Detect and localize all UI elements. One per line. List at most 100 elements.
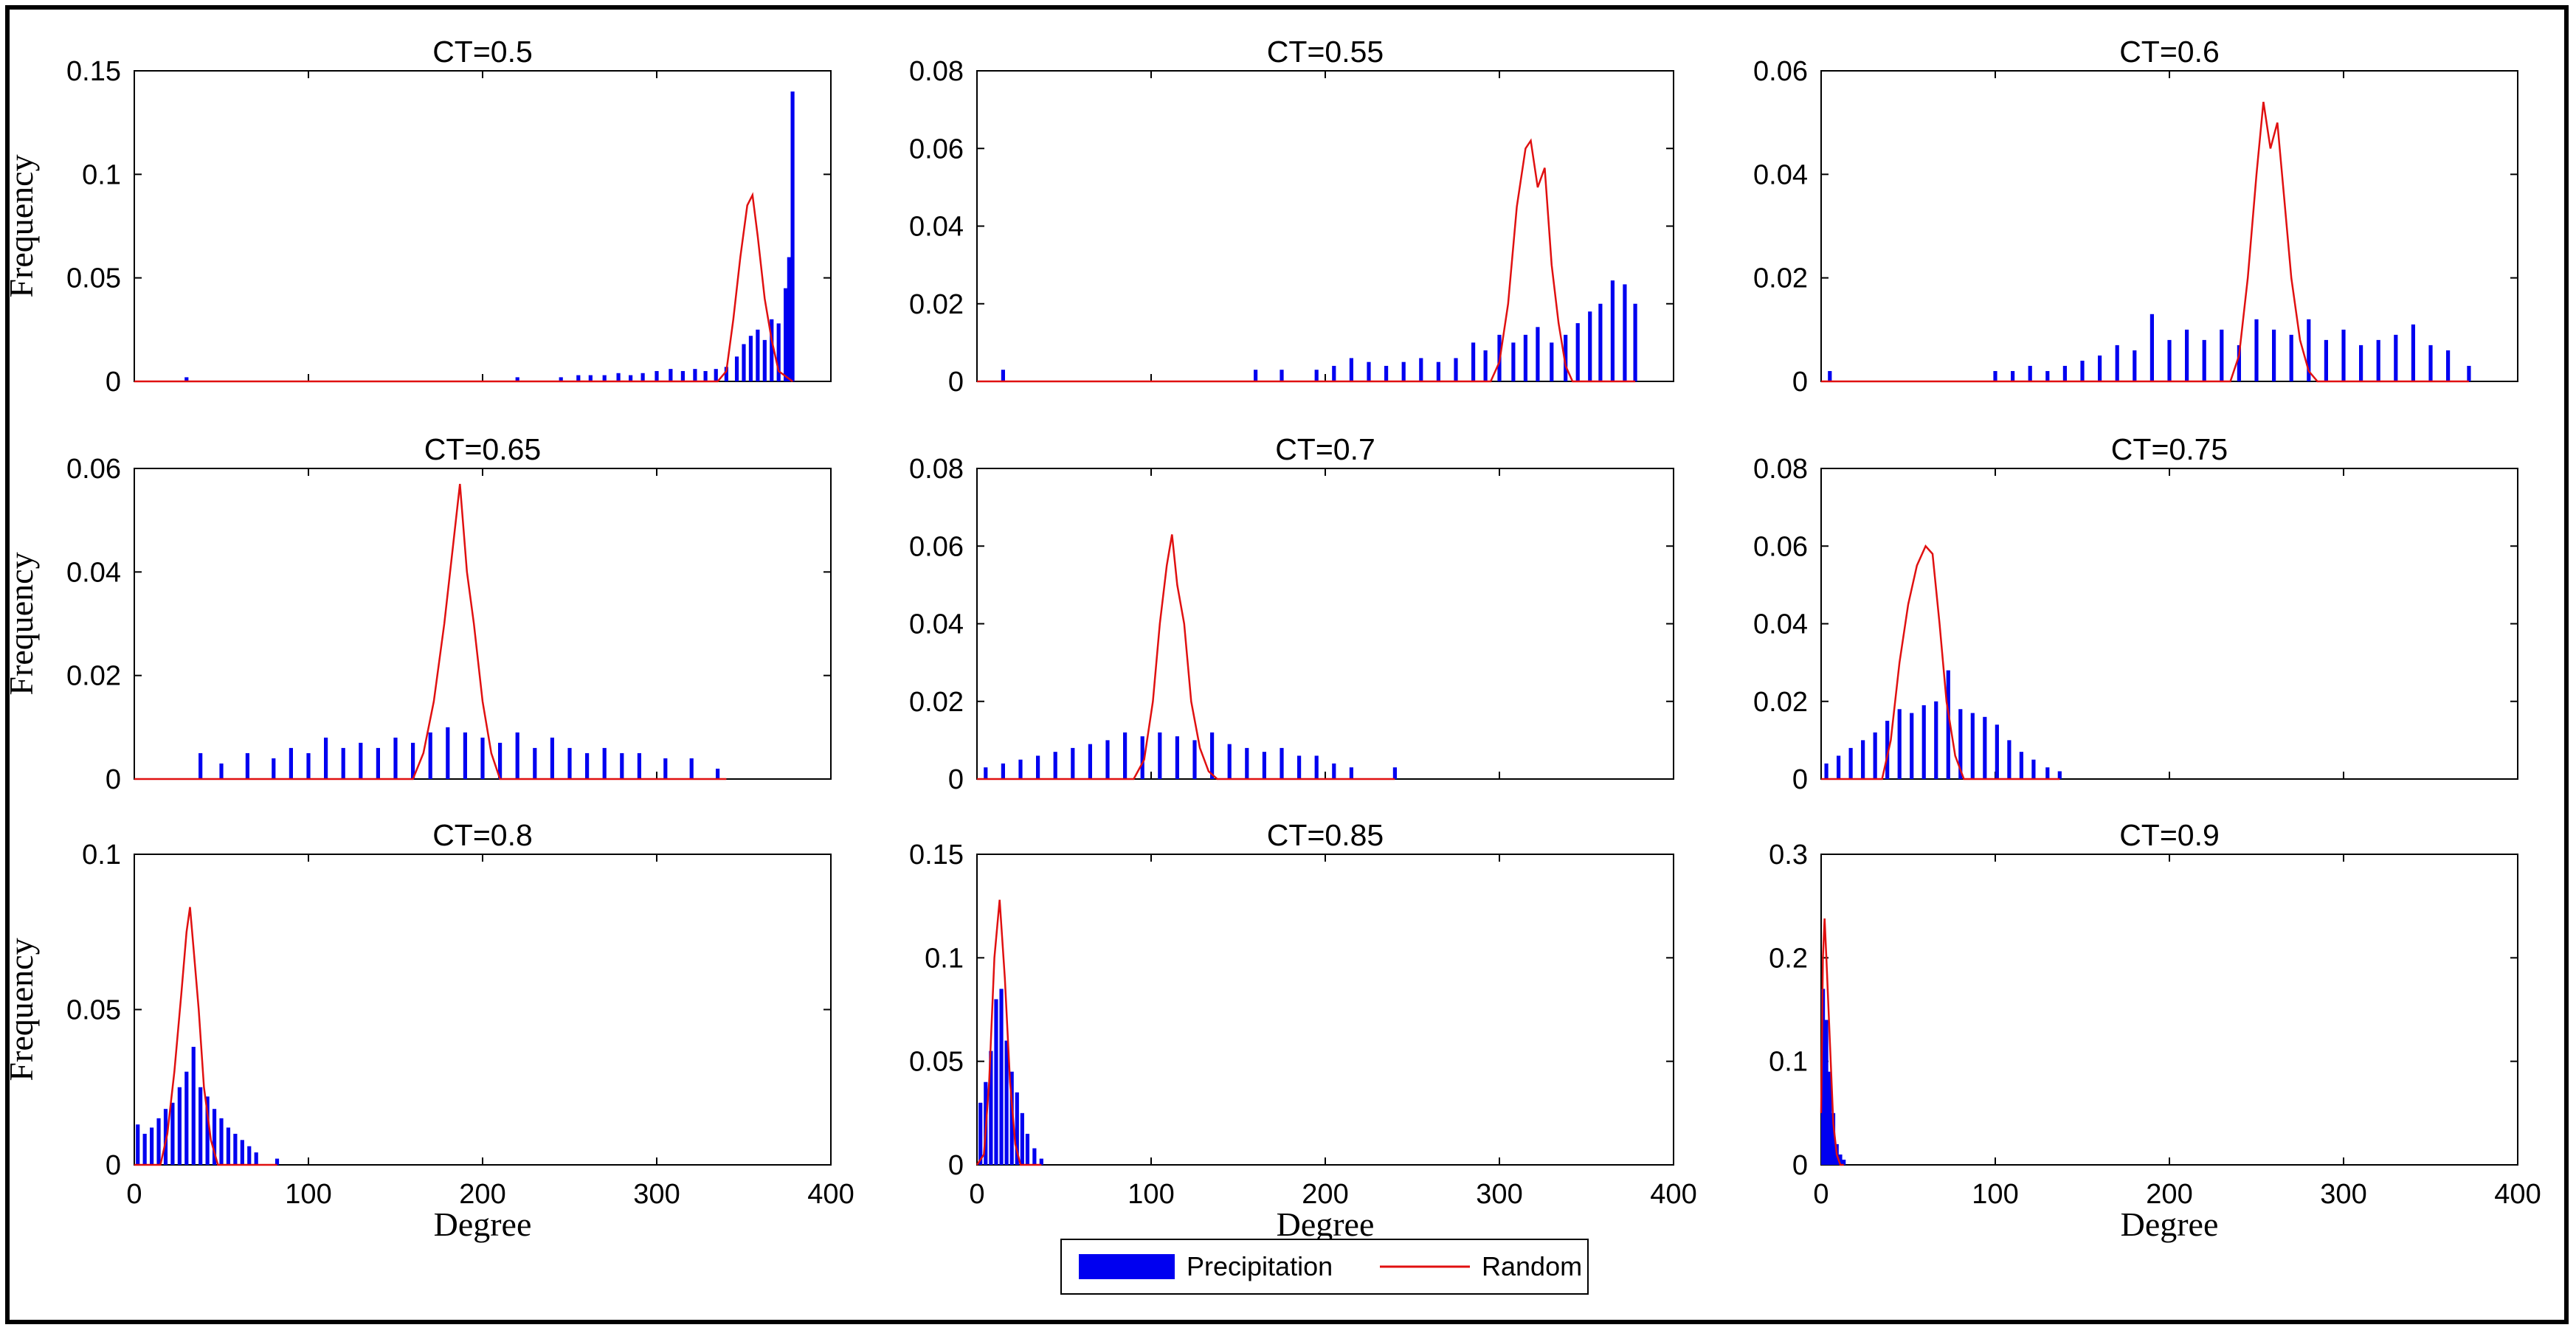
random-line — [977, 138, 1636, 383]
panel-2: CT=0.55 0 0.02 0.04 0.06 0.08 — [909, 35, 1674, 398]
panel-title: CT=0.7 — [1275, 432, 1375, 466]
x-tick-label: 300 — [633, 1179, 680, 1210]
precipitation-bar — [411, 742, 415, 779]
precipitation-bar — [1821, 989, 1826, 1165]
y-tick-label: 0.05 — [66, 995, 121, 1026]
y-tick-label: 0 — [948, 1150, 964, 1181]
precipitation-bar — [1140, 736, 1144, 779]
y-tick-label: 0.02 — [909, 289, 964, 320]
x-tick-label: 300 — [1476, 1179, 1522, 1210]
precipitation-bar — [716, 768, 720, 779]
precipitation-bar — [790, 91, 795, 382]
x-tick-label: 0 — [126, 1179, 142, 1210]
precipitation-bar — [1039, 1158, 1043, 1165]
random-line — [134, 907, 277, 1166]
precipitation-bar — [1848, 747, 1853, 779]
y-tick-label: 0.08 — [909, 56, 964, 87]
panel-title: CT=0.6 — [2119, 35, 2220, 69]
y-tick-label: 0.02 — [909, 687, 964, 718]
y-tick-label: 0.04 — [1753, 159, 1808, 190]
precipitation-bar — [724, 367, 728, 381]
precipitation-bar — [2007, 740, 2012, 779]
precipitation-bar — [2098, 355, 2102, 381]
y-axis-label: Frequency — [2, 938, 40, 1081]
precipitation-bar — [714, 369, 718, 381]
precipitation-bar — [1018, 759, 1023, 779]
y-tick-label: 0.3 — [1769, 840, 1808, 871]
precipitation-bar — [1588, 311, 1592, 381]
y-tick-label: 0 — [948, 367, 964, 398]
precipitation-bar — [1536, 327, 1540, 381]
precipitation-bar — [1175, 736, 1179, 779]
precipitation-bar — [585, 752, 590, 779]
precipitation-bar — [984, 767, 988, 779]
precipitation-bar — [1105, 740, 1110, 779]
precipitation-bar — [1838, 1154, 1843, 1165]
panel-3: CT=0.6 0 0.02 0.04 0.06 — [1753, 35, 2518, 398]
precipitation-bar — [637, 752, 641, 779]
y-tick-label: 0 — [1792, 367, 1808, 398]
precipitation-bar — [1831, 1112, 1836, 1165]
precipitation-bar — [629, 375, 633, 381]
precipitation-bar — [233, 1133, 238, 1165]
y-tick-label: 0.02 — [1753, 263, 1808, 294]
precipitation-bar — [2359, 345, 2363, 381]
precipitation-bar — [978, 1102, 983, 1165]
precipitation-bar — [689, 758, 694, 779]
precipitation-bar — [1828, 370, 1832, 381]
precipitation-bar — [205, 1096, 210, 1165]
plot-area — [1820, 854, 2518, 1166]
random-line — [1821, 544, 2060, 781]
precipitation-bar — [734, 356, 739, 381]
precipitation-bar — [1824, 763, 1829, 779]
precipitation-bar — [446, 727, 450, 779]
precipitation-bar — [2133, 350, 2137, 381]
precipitation-bar — [170, 1102, 175, 1165]
precipitation-bar — [2467, 365, 2471, 381]
precipitation-bar — [240, 1140, 244, 1165]
precipitation-bar — [1020, 1112, 1024, 1165]
y-tick-label: 0.02 — [1753, 687, 1808, 718]
precipitation-bar — [2031, 759, 2036, 779]
precipitation-bar — [616, 373, 621, 381]
precipitation-bar — [602, 747, 607, 779]
precipitation-bar — [1861, 740, 1865, 779]
x-tick-label: 0 — [1813, 1179, 1829, 1210]
precipitation-bar — [999, 989, 1004, 1165]
precipitation-bar — [2411, 324, 2415, 381]
y-tick-label: 0 — [106, 1150, 121, 1181]
precipitation-bar — [1993, 370, 1997, 381]
precipitation-bar — [2149, 314, 2154, 381]
precipitation-bar — [2167, 339, 2172, 381]
y-tick-label: 0 — [1792, 764, 1808, 795]
panel-7: CT=0.8 0 0.05 0.1 0 100 200 300 400 Frequency Degr… — [2, 818, 854, 1243]
precipitation-bar — [1001, 763, 1005, 779]
y-tick-label: 0 — [106, 367, 121, 398]
precipitation-bar — [680, 370, 685, 381]
x-tick-label: 200 — [1302, 1179, 1348, 1210]
precipitation-bar — [2028, 365, 2032, 381]
panel-9: CT=0.9 0 0.1 0.2 0.3 0 100 200 300 400 Degree — [1769, 818, 2541, 1243]
precipitation-bar — [1564, 334, 1568, 381]
precipitation-bar — [1934, 701, 1938, 779]
y-tick-label: 0.06 — [909, 531, 964, 562]
precipitation-bar — [1842, 1159, 1846, 1165]
precipitation-bar — [177, 1087, 182, 1165]
precipitation-bar — [219, 1118, 224, 1165]
precipitation-bar — [640, 373, 645, 381]
legend: Precipitation Random — [1060, 1239, 1589, 1295]
precipitation-bar — [1995, 724, 1999, 779]
precipitation-bar — [1009, 1071, 1014, 1165]
y-tick-label: 0.04 — [66, 557, 121, 588]
precipitation-bar — [588, 375, 593, 381]
precipitation-bar — [2446, 350, 2451, 381]
precipitation-bar — [1088, 744, 1092, 779]
precipitation-bar — [156, 1118, 161, 1165]
precipitation-bar — [550, 737, 554, 779]
precipitation-bar — [2185, 329, 2189, 381]
x-tick-label: 400 — [2494, 1179, 2541, 1210]
precipitation-bar — [655, 370, 659, 381]
precipitation-bar — [1280, 747, 1284, 779]
precipitation-bar — [776, 323, 781, 381]
y-tick-label: 0.1 — [82, 840, 121, 871]
